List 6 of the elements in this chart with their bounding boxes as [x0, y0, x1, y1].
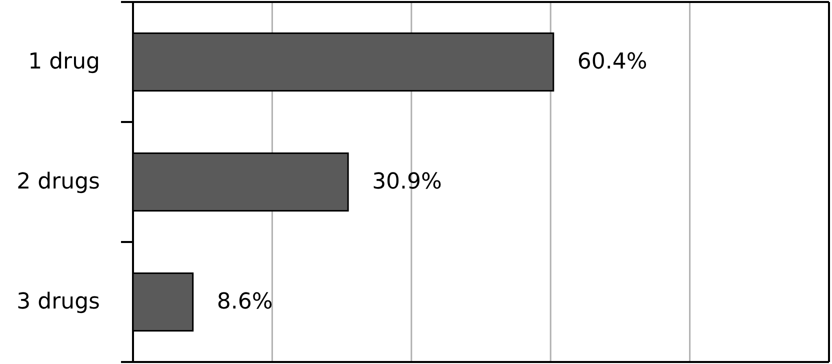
y-tick-label: 2 drugs [16, 170, 100, 194]
y-tick-label: 1 drug [28, 50, 100, 74]
y-tick-label: 3 drugs [16, 290, 100, 314]
data-label: 8.6% [216, 290, 273, 314]
data-label: 60.4% [577, 50, 648, 74]
data-label: 30.9% [372, 170, 442, 194]
